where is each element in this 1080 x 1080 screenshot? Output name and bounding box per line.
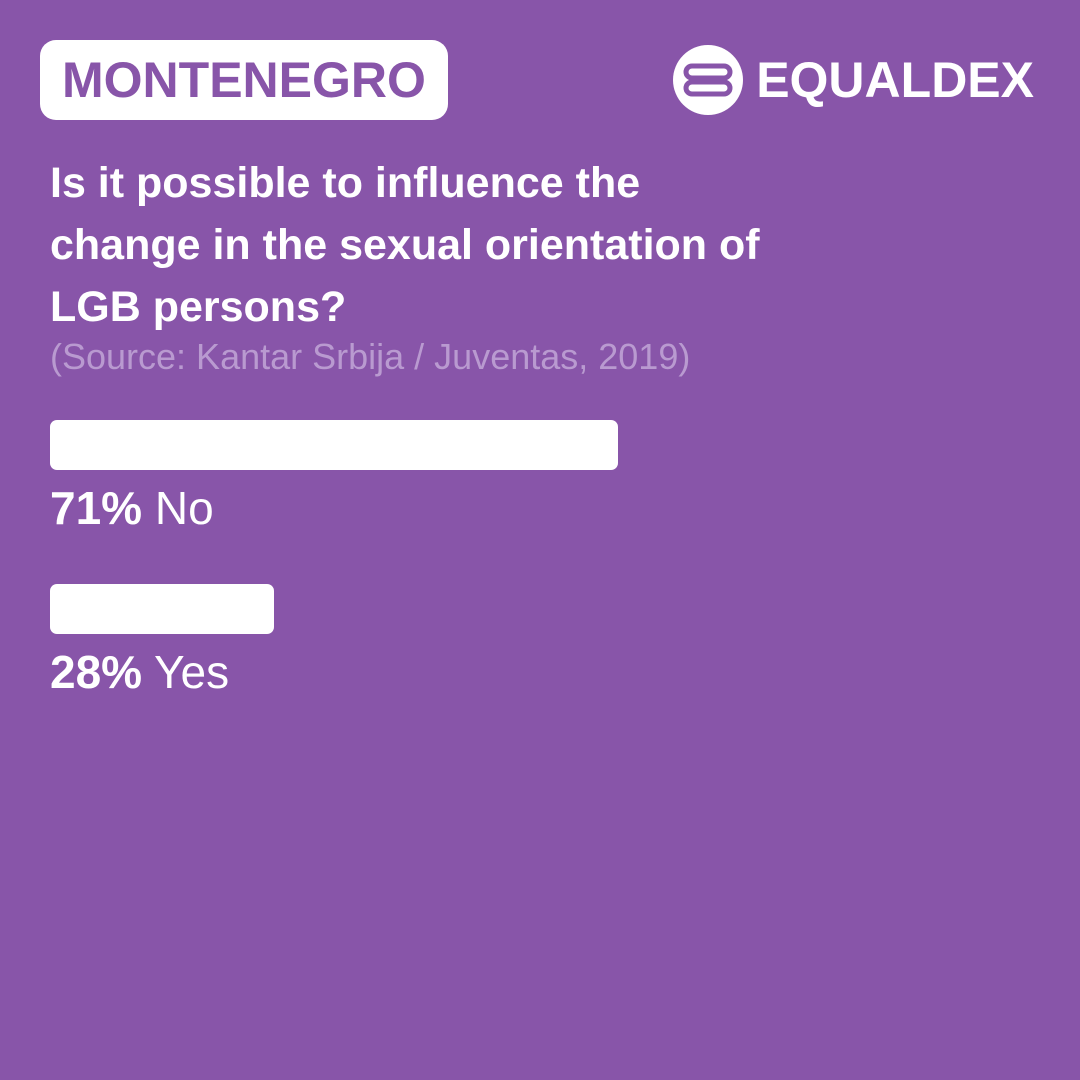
bar-row: 71% No	[50, 420, 1030, 584]
chart-subtitle: (Source: Kantar Srbija / Juventas, 2019)	[50, 336, 691, 377]
country-badge: MONTENEGRO	[40, 40, 448, 120]
bar-chart: 71% No 28% Yes	[50, 420, 1030, 748]
category-label: Yes	[154, 646, 230, 698]
brand: EQUALDEX	[672, 44, 1034, 116]
bar-label: 28% Yes	[50, 644, 1030, 700]
bar	[50, 420, 618, 470]
category-label: No	[154, 482, 214, 534]
bar	[50, 584, 274, 634]
bar-label: 71% No	[50, 480, 1030, 536]
brand-name: EQUALDEX	[756, 52, 1034, 108]
brand-logo	[673, 45, 744, 115]
chart-title: Is it possible to influence the change i…	[50, 159, 760, 331]
value-label: 71%	[50, 482, 143, 534]
bar-row: 28% Yes	[50, 584, 1030, 748]
value-label: 28%	[50, 646, 143, 698]
